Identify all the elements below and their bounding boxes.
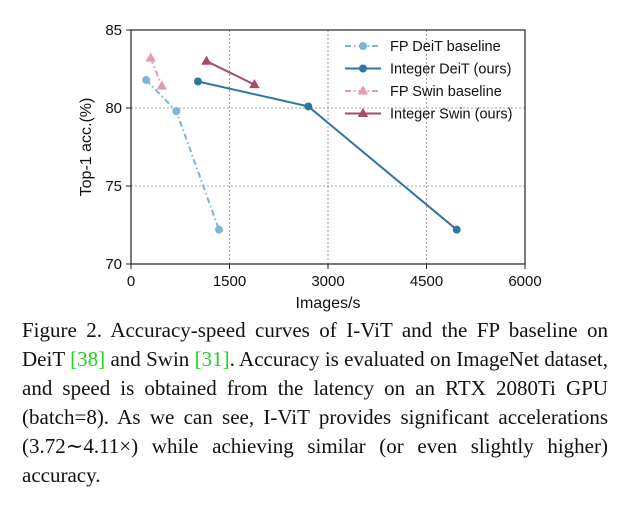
- legend-marker: [357, 85, 369, 95]
- caption-text-2: and Swin: [105, 347, 195, 371]
- citation-link-38[interactable]: [38]: [70, 347, 106, 371]
- x-tick-label: 1500: [213, 273, 246, 290]
- legend-marker: [358, 64, 367, 73]
- legend-entry: Integer DeiT (ours): [345, 62, 511, 78]
- caption-text-1: Accuracy-speed curves of I-ViT and the F…: [22, 318, 608, 371]
- data-point: [452, 225, 461, 234]
- legend-label: Integer Swin (ours): [390, 107, 513, 123]
- series-fp-swin-baseline: [145, 52, 168, 90]
- series-line: [197, 80, 458, 231]
- legend-marker: [357, 107, 369, 118]
- data-point: [201, 55, 212, 65]
- x-tick-label: 0: [127, 273, 135, 290]
- data-point: [304, 102, 313, 111]
- data-point: [249, 78, 260, 89]
- grid: [131, 30, 525, 264]
- y-axis-label: Top-1 acc.(%): [78, 98, 95, 197]
- legend-entry: FP Swin baseline: [345, 84, 502, 100]
- data-point: [172, 107, 181, 116]
- legend-entry: FP DeiT baseline: [345, 39, 501, 55]
- data-point: [142, 75, 151, 84]
- accuracy-speed-chart: 0 1500 3000 4500 6000 70 75 80 85 Images/s Top-1 a…: [78, 22, 542, 312]
- x-tick-label: 4500: [410, 273, 443, 290]
- legend-entry: Integer Swin (ours): [345, 107, 513, 123]
- citation-link-31[interactable]: [31]: [194, 347, 230, 371]
- series-layer: [142, 52, 461, 234]
- x-axis-label: Images/s: [296, 295, 361, 312]
- legend-label: FP DeiT baseline: [390, 39, 501, 55]
- legend-label: FP Swin baseline: [390, 84, 502, 100]
- series-integer-deit-ours: [193, 77, 461, 234]
- caption-label: Figure 2.: [22, 318, 103, 342]
- legend-marker: [358, 42, 367, 51]
- y-tick-label: 85: [105, 22, 122, 39]
- y-tick-label: 75: [105, 178, 122, 195]
- series-line: [149, 57, 163, 87]
- figure-caption: Figure 2. Accuracy-speed curves of I-ViT…: [22, 316, 608, 490]
- series-fp-deit-baseline: [142, 75, 223, 234]
- caption-text-3: . Accuracy is evaluated on ImageNet data…: [22, 347, 608, 487]
- data-point: [193, 77, 202, 86]
- legend: FP DeiT baseline Integer DeiT (ours) FP Sw…: [345, 39, 513, 123]
- series-line: [206, 60, 255, 86]
- data-point: [214, 225, 223, 234]
- series-line: [145, 79, 220, 231]
- data-point: [156, 80, 168, 90]
- y-tick-label: 80: [105, 100, 122, 117]
- legend-label: Integer DeiT (ours): [390, 62, 511, 78]
- y-tick-label: 70: [105, 256, 122, 273]
- data-point: [145, 52, 156, 62]
- x-tick-label: 6000: [508, 273, 541, 290]
- x-tick-label: 3000: [311, 273, 344, 290]
- series-integer-swin-ours: [201, 55, 260, 89]
- axes: 0 1500 3000 4500 6000 70 75 80 85 Images/s Top-1 a…: [78, 22, 542, 312]
